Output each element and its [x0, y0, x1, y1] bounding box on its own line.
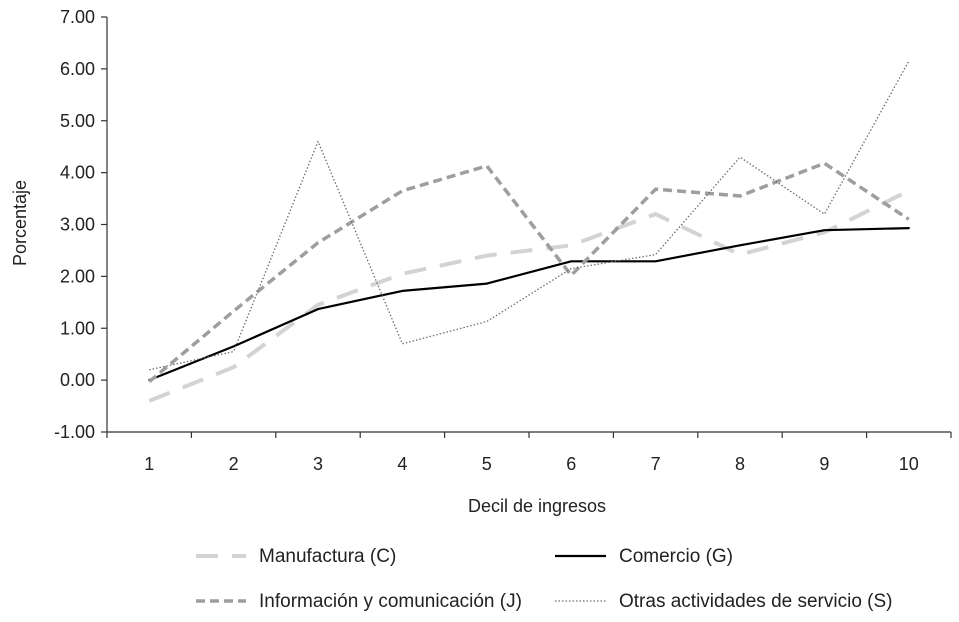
legend-label: Otras actividades de servicio (S) [619, 591, 893, 612]
x-tick-label: 2 [229, 454, 239, 474]
legend-label: Manufactura (C) [259, 546, 396, 567]
x-tick-label: 10 [899, 454, 919, 474]
legend-item: Información y comunicación (J) [196, 591, 522, 612]
series-line-2 [148, 227, 910, 382]
legend-item: Comercio (G) [555, 546, 733, 567]
x-tick-label: 5 [482, 454, 492, 474]
y-tick-label: 4.00 [60, 163, 95, 183]
y-tick-label: 5.00 [60, 111, 95, 131]
series-line-1 [148, 189, 910, 403]
x-ticks: 1 2 3 4 5 6 7 8 9 10 [106, 432, 952, 474]
x-tick-label: 3 [313, 454, 323, 474]
y-tick-label: 3.00 [60, 215, 95, 235]
y-axis-title: Porcentaje [10, 180, 30, 266]
y-ticks: -1.00 0.00 1.00 2.00 3.00 4.00 5.00 6.00 7.00 [54, 7, 107, 442]
x-tick-label: 6 [566, 454, 576, 474]
x-tick-label: 4 [397, 454, 407, 474]
series-line-4 [149, 60, 910, 371]
y-tick-label: 6.00 [60, 59, 95, 79]
y-tick-label: 2.00 [60, 266, 95, 286]
y-tick-label: 0.00 [60, 370, 95, 390]
legend: Manufactura (C) Comercio (G) Información y… [196, 546, 893, 612]
legend-label: Comercio (G) [619, 546, 733, 567]
x-tick-label: 7 [651, 454, 661, 474]
y-tick-label: 7.00 [60, 7, 95, 27]
y-tick-label: -1.00 [54, 422, 95, 442]
x-axis-title: Decil de ingresos [468, 496, 606, 516]
y-tick-label: 1.00 [60, 318, 95, 338]
x-tick-label: 1 [144, 454, 154, 474]
legend-item: Otras actividades de servicio (S) [555, 591, 893, 612]
legend-label: Información y comunicación (J) [259, 591, 522, 612]
legend-item: Manufactura (C) [196, 546, 396, 567]
series-lines [148, 60, 910, 403]
x-tick-label: 8 [735, 454, 745, 474]
x-tick-label: 9 [819, 454, 829, 474]
